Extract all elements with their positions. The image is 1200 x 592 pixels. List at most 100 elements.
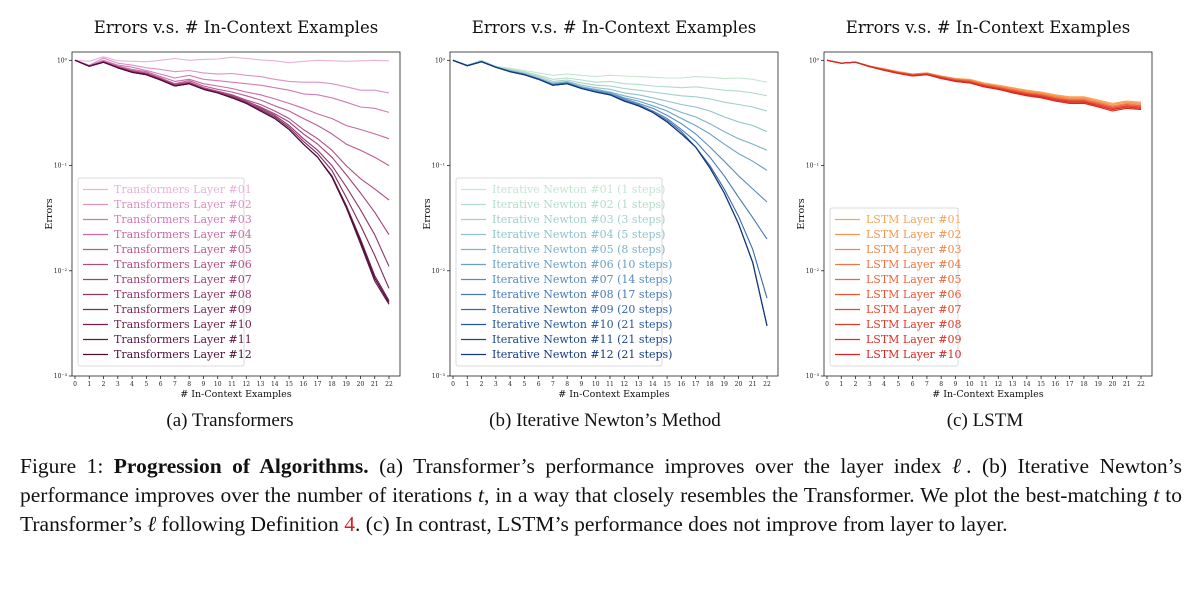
x-axis-label: # In-Context Examples: [180, 389, 292, 400]
iterative-newton-chart: Errors v.s. # In-Context Examples 10⁰ 10⁻¹…: [422, 18, 779, 400]
x-tick-label: 9: [954, 381, 958, 388]
lstm-chart: Errors v.s. # In-Context Examples 10⁰ 10⁻¹…: [796, 18, 1153, 400]
x-tick-label: 16: [300, 381, 308, 388]
legend-entry: Iterative Newton #01 (1 steps): [492, 183, 665, 196]
subcaption-iterative-newton: (b) Iterative Newton’s Method: [489, 410, 721, 431]
x-tick-label: 1: [839, 381, 843, 388]
legend-entry: LSTM Layer #01: [866, 213, 962, 226]
plot-frame: [823, 51, 1153, 377]
x-tick-label: 6: [911, 381, 915, 388]
legend-entry: Iterative Newton #04 (5 steps): [492, 228, 665, 241]
legend-entry: LSTM Layer #02: [866, 228, 962, 241]
y-tick-label: 10⁰: [435, 57, 446, 64]
x-tick-label: 22: [763, 381, 771, 388]
x-tick-label: 4: [882, 381, 886, 388]
x-tick-label: 20: [1109, 381, 1117, 388]
x-tick-label: 7: [551, 381, 555, 388]
series-line-2: [74, 57, 390, 94]
figure-caption: Figure 1: Progression of Algorithms. (a)…: [20, 452, 1182, 539]
caption-text-6: . (c) In contrast, LSTM’s performance do…: [355, 512, 1008, 536]
series-line-4: [452, 59, 768, 133]
x-tick-label: 13: [635, 381, 643, 388]
x-tick-label: 12: [994, 381, 1002, 388]
x-tick-label: 6: [159, 381, 163, 388]
legend-entry: Transformers Layer #04: [114, 228, 252, 241]
x-tick-label: 15: [285, 381, 293, 388]
plot-frame: [449, 51, 779, 377]
legend-entry: Transformers Layer #07: [114, 273, 252, 286]
y-tick-label: 10⁻³: [432, 373, 446, 380]
x-tick-label: 21: [371, 381, 379, 388]
x-tick-label: 5: [896, 381, 900, 388]
caption-text-2: . (b) Iterative Newton’s performance imp…: [20, 454, 1182, 507]
x-tick-label: 4: [508, 381, 512, 388]
legend-box: [77, 177, 245, 367]
legend-entry: Iterative Newton #03 (3 steps): [492, 213, 665, 226]
x-tick-label: 10: [966, 381, 974, 388]
x-tick-label: 8: [939, 381, 943, 388]
x-tick-label: 11: [980, 381, 988, 388]
y-tick-label: 10⁻²: [432, 268, 446, 275]
legend-box: [455, 177, 663, 367]
x-tick-label: 2: [480, 381, 484, 388]
x-tick-label: 19: [1094, 381, 1102, 388]
series-line-12: [452, 59, 768, 326]
y-tick-label: 10⁰: [57, 57, 68, 64]
series-line-1: [452, 59, 768, 83]
caption-title: Progression of Algorithms.: [113, 454, 369, 478]
x-tick-label: 13: [257, 381, 265, 388]
caption-prefix: Figure 1:: [20, 454, 114, 478]
x-axis-label: # In-Context Examples: [558, 389, 670, 400]
legend-entry: Iterative Newton #10 (21 steps): [492, 318, 672, 331]
caption-text-4: to Transformer’s: [20, 483, 1182, 536]
x-tick-label: 17: [692, 381, 700, 388]
x-tick-label: 20: [357, 381, 365, 388]
legend-entry: LSTM Layer #07: [866, 303, 962, 316]
legend-entry: Iterative Newton #11 (21 steps): [492, 333, 672, 346]
legend-entry: Transformers Layer #10: [114, 318, 252, 331]
legend-entry: Iterative Newton #06 (10 steps): [492, 258, 672, 271]
x-tick-label: 15: [1037, 381, 1045, 388]
legend-entry: Iterative Newton #08 (17 steps): [492, 288, 672, 301]
y-axis-label: Errors: [422, 198, 433, 229]
plot-frame: [71, 51, 401, 377]
series-line-4: [74, 59, 390, 140]
series-line-10: [826, 59, 1142, 112]
x-tick-label: 13: [1009, 381, 1017, 388]
legend-entry: Transformers Layer #05: [114, 243, 252, 256]
x-tick-label: 5: [522, 381, 526, 388]
x-tick-label: 5: [144, 381, 148, 388]
definition-link[interactable]: 4: [344, 512, 356, 536]
y-axis-label: Errors: [796, 198, 807, 229]
x-tick-label: 18: [328, 381, 336, 388]
x-tick-label: 12: [620, 381, 628, 388]
legend-entry: Transformers Layer #09: [114, 303, 252, 316]
x-tick-label: 22: [385, 381, 393, 388]
x-tick-label: 22: [1137, 381, 1145, 388]
caption-text-3: , in a way that closely resembles the Tr…: [484, 483, 1154, 507]
x-tick-label: 17: [1066, 381, 1074, 388]
x-tick-label: 8: [565, 381, 569, 388]
y-tick-label: 10⁰: [809, 57, 820, 64]
x-tick-label: 1: [87, 381, 91, 388]
legend-entry: Iterative Newton #09 (20 steps): [492, 303, 672, 316]
y-tick-label: 10⁻³: [54, 373, 68, 380]
x-tick-label: 14: [1023, 381, 1031, 388]
x-tick-label: 7: [173, 381, 177, 388]
x-tick-label: 14: [649, 381, 657, 388]
x-tick-label: 21: [1123, 381, 1131, 388]
legend-entry: Transformers Layer #02: [114, 198, 252, 211]
legend-entry: Iterative Newton #02 (1 steps): [492, 198, 665, 211]
legend-entry: Transformers Layer #06: [114, 258, 252, 271]
y-tick-label: 10⁻¹: [432, 163, 445, 170]
x-tick-label: 14: [271, 381, 279, 388]
x-tick-label: 18: [1080, 381, 1088, 388]
caption-text-1: (a) Transformer’s performance improves o…: [368, 454, 953, 478]
x-tick-label: 19: [720, 381, 728, 388]
legend-entry: LSTM Layer #03: [866, 243, 962, 256]
legend-entry: Transformers Layer #11: [114, 333, 252, 346]
series-line-5: [74, 59, 390, 167]
series-line-5: [452, 59, 768, 151]
series-line-12: [74, 59, 390, 303]
y-tick-label: 10⁻¹: [806, 163, 819, 170]
